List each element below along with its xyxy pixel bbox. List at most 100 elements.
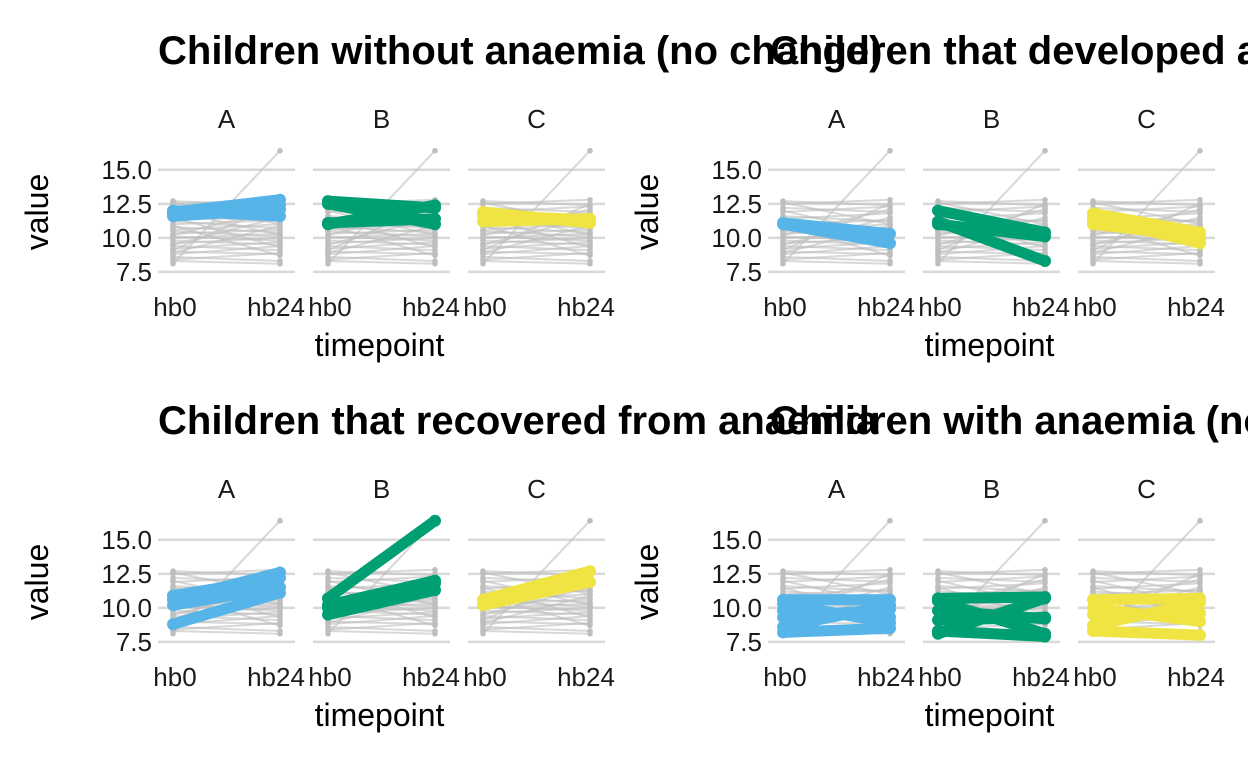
background-point bbox=[887, 517, 893, 524]
background-line bbox=[172, 224, 281, 254]
background-point bbox=[1042, 517, 1048, 524]
background-line bbox=[782, 198, 891, 205]
background-line bbox=[937, 201, 1046, 226]
background-point bbox=[432, 244, 438, 251]
background-point bbox=[935, 569, 941, 576]
highlight-line bbox=[322, 577, 441, 614]
background-line bbox=[482, 224, 591, 254]
background-line bbox=[782, 201, 891, 226]
background-point bbox=[780, 199, 786, 206]
background-point bbox=[780, 247, 786, 253]
background-line bbox=[782, 575, 891, 583]
background-point bbox=[887, 221, 893, 228]
y-tick-label: 7.5 bbox=[726, 257, 762, 287]
background-point bbox=[1042, 214, 1048, 221]
background-point bbox=[935, 199, 941, 206]
background-point bbox=[780, 569, 786, 576]
y-tick-label: 15.0 bbox=[101, 155, 152, 185]
x-tick-label: hb0 bbox=[918, 292, 961, 322]
background-point bbox=[277, 260, 283, 267]
highlight-point bbox=[1039, 255, 1051, 268]
background-line bbox=[1092, 568, 1201, 575]
background-point bbox=[432, 566, 438, 573]
facet-strip-label: B bbox=[983, 474, 1000, 504]
highlight-point bbox=[884, 603, 896, 616]
background-line bbox=[482, 586, 591, 616]
background-line bbox=[482, 202, 591, 252]
background-point bbox=[277, 609, 283, 615]
background-line bbox=[937, 260, 1046, 265]
background-point bbox=[1197, 214, 1203, 221]
x-tick-label: hb24 bbox=[1167, 662, 1225, 692]
background-point bbox=[780, 584, 786, 591]
facet-strip-label: B bbox=[373, 474, 390, 504]
background-point bbox=[587, 232, 593, 238]
background-line bbox=[1092, 251, 1201, 261]
facet-strip-label: C bbox=[1137, 104, 1156, 134]
background-point bbox=[480, 232, 486, 238]
background-line bbox=[172, 630, 281, 635]
background-point bbox=[432, 609, 438, 615]
x-tick-label: hb0 bbox=[1073, 292, 1116, 322]
background-point bbox=[170, 584, 176, 591]
background-point bbox=[887, 214, 893, 221]
background-point bbox=[1197, 201, 1203, 207]
background-point bbox=[587, 602, 593, 608]
y-axis-label: value bbox=[19, 174, 55, 251]
background-line bbox=[1092, 571, 1201, 596]
background-point bbox=[432, 252, 438, 259]
background-line bbox=[482, 630, 591, 635]
highlight-point bbox=[274, 571, 286, 584]
y-tick-label: 7.5 bbox=[726, 627, 762, 657]
background-point bbox=[1197, 260, 1203, 267]
highlight-point bbox=[429, 218, 441, 231]
background-point bbox=[277, 239, 283, 245]
background-line bbox=[482, 520, 591, 635]
background-point bbox=[170, 222, 176, 229]
background-line bbox=[327, 621, 436, 631]
background-point bbox=[277, 244, 283, 251]
background-point bbox=[587, 591, 593, 598]
background-point bbox=[887, 206, 893, 213]
background-line bbox=[327, 245, 436, 256]
background-point bbox=[480, 611, 486, 618]
background-point bbox=[432, 239, 438, 245]
background-point bbox=[887, 580, 893, 587]
x-tick-label: hb0 bbox=[918, 662, 961, 692]
background-line bbox=[172, 230, 281, 238]
background-point bbox=[1042, 244, 1048, 251]
y-tick-label: 12.5 bbox=[711, 189, 762, 219]
x-tick-label: hb24 bbox=[557, 292, 615, 322]
y-axis-label: value bbox=[629, 544, 665, 621]
highlight-point bbox=[932, 595, 944, 608]
highlight-line bbox=[777, 603, 896, 623]
background-point bbox=[887, 584, 893, 591]
background-point bbox=[935, 247, 941, 253]
background-line bbox=[482, 224, 591, 257]
x-tick-label: hb0 bbox=[308, 292, 351, 322]
highlight-line bbox=[777, 622, 896, 638]
highlight-point bbox=[274, 586, 286, 599]
highlight-line bbox=[932, 591, 1051, 604]
highlight-point bbox=[167, 589, 179, 602]
background-line bbox=[482, 198, 591, 205]
highlight-point bbox=[584, 216, 596, 229]
background-point bbox=[432, 614, 438, 621]
background-point bbox=[480, 617, 486, 623]
x-tick-label: hb0 bbox=[308, 662, 351, 692]
y-axis-label: value bbox=[629, 174, 665, 251]
x-tick-label: hb24 bbox=[1012, 292, 1070, 322]
highlight-point bbox=[322, 197, 334, 210]
highlight-point bbox=[1039, 592, 1051, 605]
background-point bbox=[1197, 210, 1203, 217]
highlight-line bbox=[932, 218, 1051, 243]
facet-strip-label: A bbox=[218, 474, 236, 504]
highlight-line bbox=[167, 587, 286, 630]
background-point bbox=[935, 258, 941, 264]
background-point bbox=[587, 196, 593, 203]
background-point bbox=[325, 232, 331, 238]
y-tick-label: 10.0 bbox=[101, 223, 152, 253]
background-point bbox=[170, 577, 176, 584]
x-tick-label: hb24 bbox=[247, 292, 305, 322]
background-point bbox=[1042, 580, 1048, 587]
